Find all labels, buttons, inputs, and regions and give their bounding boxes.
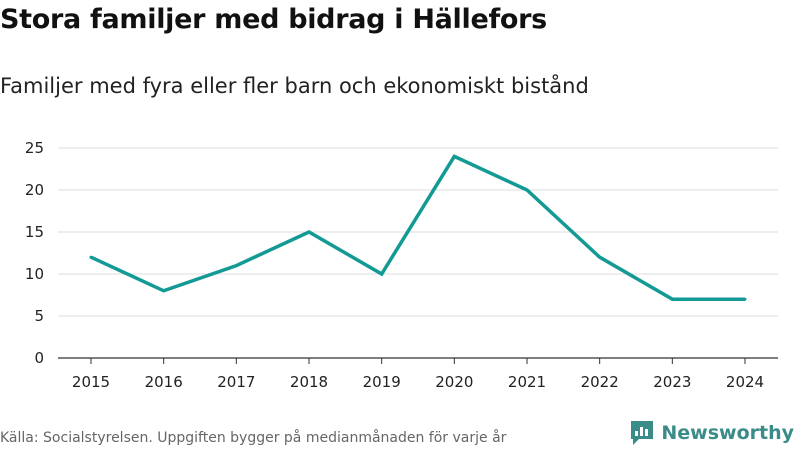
line-chart: 0 5 10 15 20 25 2015 2016 2017 2018 2019 2020 2021 20… (25, 139, 778, 391)
data-point (598, 255, 602, 259)
chart-title: Stora familjer med bidrag i Hällefors (0, 4, 547, 35)
x-tick-label: 2024 (726, 373, 764, 391)
source-note: Källa: Socialstyrelsen. Uppgiften bygger… (0, 430, 507, 446)
data-point (234, 264, 238, 268)
y-tick-label: 15 (25, 223, 44, 241)
data-point (89, 255, 93, 259)
y-tick-label: 10 (25, 265, 44, 283)
brand-name: Newsworthy (661, 422, 794, 444)
data-point (380, 272, 384, 276)
x-tick-label: 2020 (435, 373, 473, 391)
x-tick-label: 2018 (290, 373, 328, 391)
x-tick-label: 2015 (72, 373, 110, 391)
x-tick-label: 2016 (145, 373, 183, 391)
x-tick-label: 2021 (508, 373, 546, 391)
series-line (90, 154, 745, 301)
newsworthy-logo-icon (631, 421, 654, 445)
y-tick-label: 5 (34, 307, 44, 325)
y-tick-label: 20 (25, 181, 44, 199)
data-point (743, 297, 747, 301)
data-point (162, 289, 166, 293)
data-point (307, 230, 311, 234)
data-point (452, 154, 456, 158)
chart-subtitle: Familjer med fyra eller fler barn och ek… (0, 74, 589, 98)
data-point (670, 297, 674, 301)
data-point (525, 188, 529, 192)
x-tick-label: 2017 (217, 373, 255, 391)
x-tick-label: 2019 (363, 373, 401, 391)
y-tick-label: 0 (34, 349, 44, 367)
x-tick-label: 2022 (581, 373, 619, 391)
brand-logo: Newsworthy (629, 419, 794, 447)
y-tick-label: 25 (25, 139, 44, 157)
x-tick-label: 2023 (653, 373, 691, 391)
